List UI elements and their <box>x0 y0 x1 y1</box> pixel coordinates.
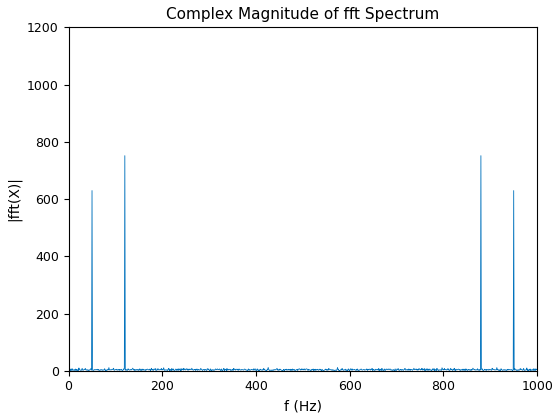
X-axis label: f (Hz): f (Hz) <box>284 399 322 413</box>
Y-axis label: |fft(X)|: |fft(X)| <box>7 176 21 221</box>
Title: Complex Magnitude of fft Spectrum: Complex Magnitude of fft Spectrum <box>166 7 440 22</box>
